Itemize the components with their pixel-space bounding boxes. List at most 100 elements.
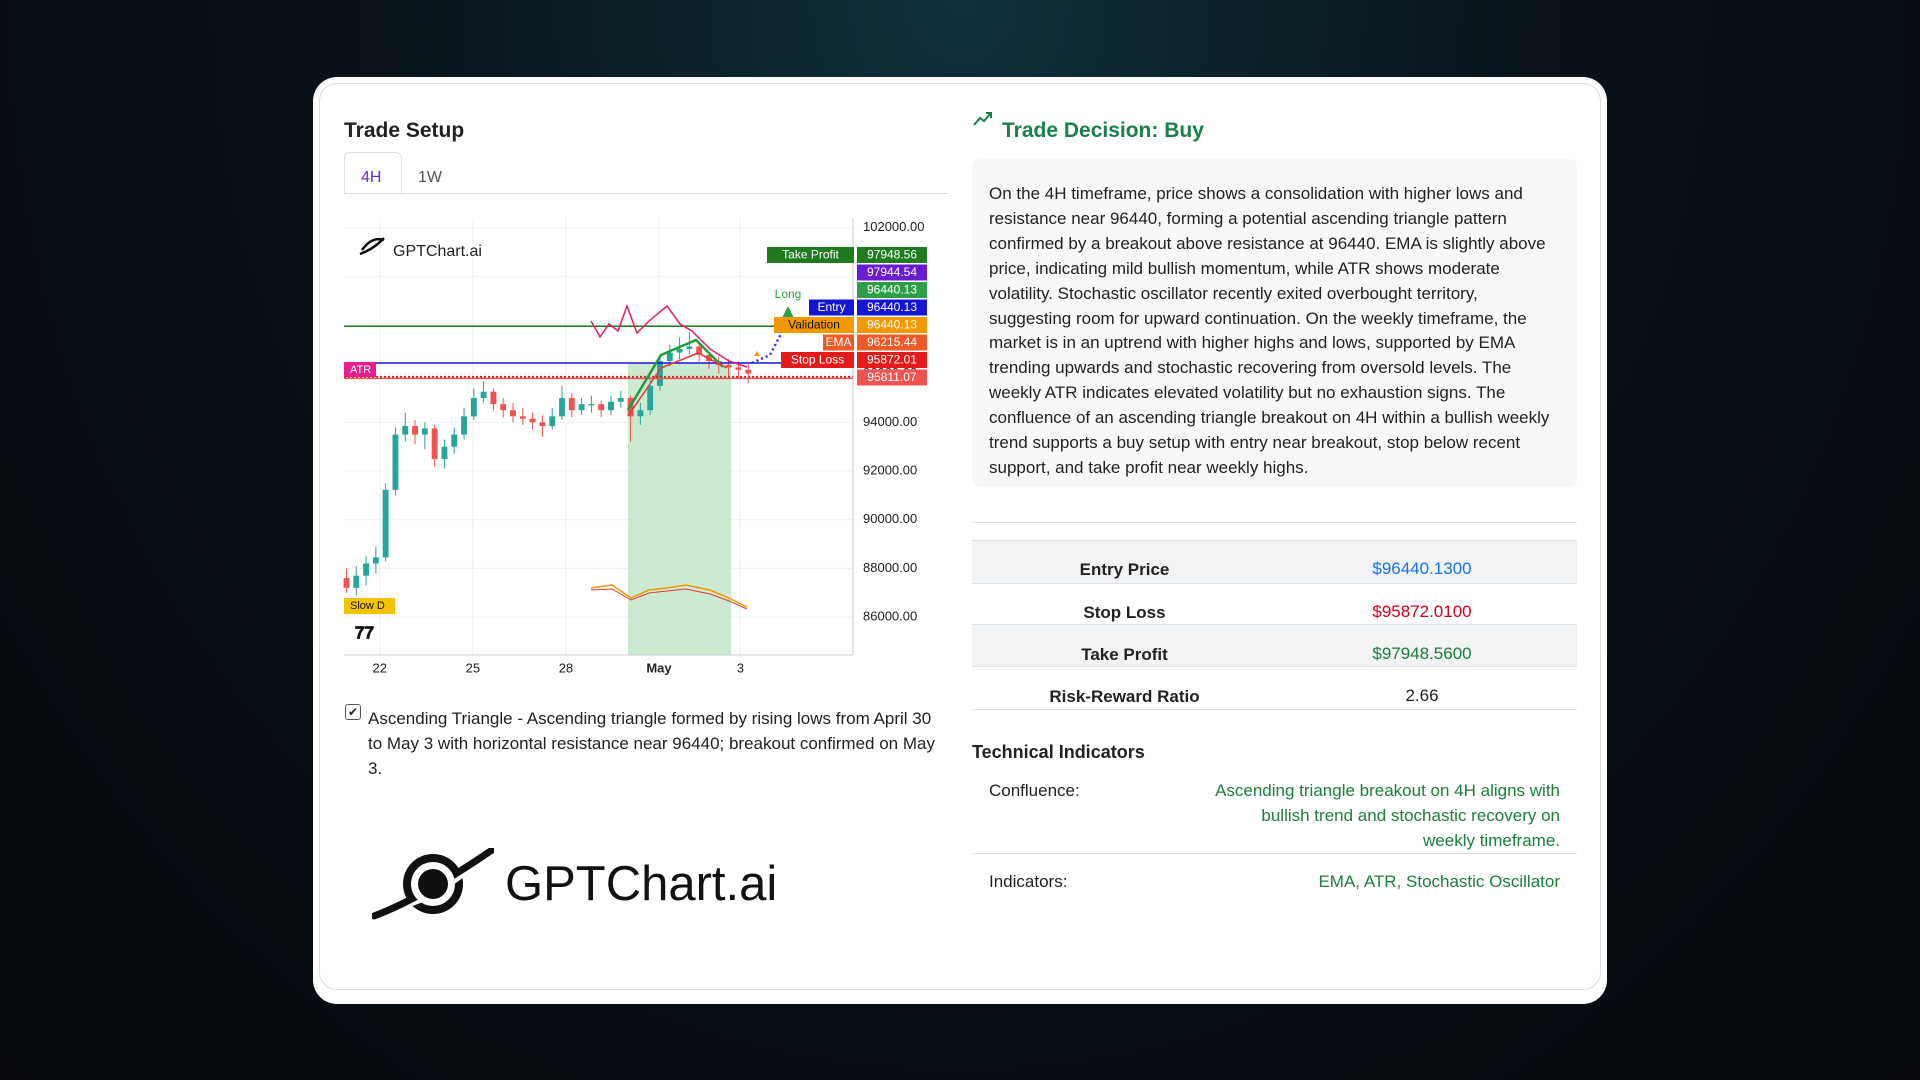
table-row: Take Profit $97948.5600: [972, 624, 1577, 667]
atr-tag: ATR: [350, 364, 371, 376]
candle-body: [441, 446, 448, 460]
candle-body: [559, 398, 565, 417]
candle-body: [382, 489, 389, 558]
candle-body: [647, 385, 654, 411]
y-tick-label: 92000.00: [863, 462, 917, 477]
table-label: Take Profit: [1081, 645, 1168, 664]
tab-underline: [344, 193, 949, 194]
price-tag-bg: [857, 369, 927, 386]
candle-body: [490, 391, 497, 405]
candle-body: [500, 404, 507, 411]
candle-body: [343, 578, 350, 588]
candle-body: [363, 563, 369, 576]
trend-icon: [973, 112, 992, 126]
plot-area: [344, 218, 853, 655]
y-tick-label: 102000.00: [863, 219, 924, 234]
checkbox[interactable]: ✔: [345, 704, 361, 720]
price-tag-name-bg: [774, 317, 854, 333]
atr-tag-bg: [344, 362, 376, 377]
price-tag-bg: [857, 334, 927, 351]
candle-body: [372, 557, 379, 564]
candle-body: [549, 416, 556, 427]
candle-body: [412, 426, 418, 435]
logo-text: GPTChart.ai: [505, 857, 778, 911]
analysis-box: [972, 159, 1577, 487]
candle-body: [480, 391, 487, 399]
price-tag-bg: [857, 299, 927, 316]
price-tag-value: 97944.54: [867, 265, 917, 279]
ema-line: [627, 352, 728, 417]
candle-body: [470, 398, 477, 417]
slowd-tag: Slow D: [350, 600, 385, 612]
candle-body: [451, 434, 458, 447]
x-tick-label: 22: [373, 660, 387, 675]
candle-body: [568, 398, 575, 411]
price-tag-name: Entry: [817, 300, 845, 314]
triangle-line: [626, 338, 724, 411]
price-tag-name-bg: [767, 247, 854, 263]
pattern-text: Ascending Triangle - Ascending triangle …: [368, 709, 935, 778]
table-row: Stop Loss $95872.0100: [972, 583, 1577, 626]
long-arrow: [782, 306, 794, 318]
price-tag-name: Take Profit: [782, 248, 839, 262]
x-tick-label: 28: [559, 660, 573, 675]
tv-logo: 𝟕𝟕: [355, 623, 374, 642]
price-tag-bg: [857, 264, 927, 281]
candle-body: [421, 428, 428, 435]
candle-body: [402, 426, 409, 435]
price-tag-bg: [857, 247, 927, 263]
table-label: Entry Price: [1079, 560, 1170, 579]
candle-body: [353, 575, 360, 588]
candle-body: [725, 364, 732, 368]
table-label: Stop Loss: [1083, 603, 1166, 622]
price-tag-name: Validation: [788, 318, 840, 332]
candle-body: [617, 398, 624, 402]
tab[interactable]: 4H: [361, 169, 382, 186]
table-value: $96440.1300: [1372, 559, 1472, 578]
candle-body: [676, 348, 683, 353]
candle-body: [510, 410, 516, 417]
indicator-value: Ascending triangle breakout on 4H aligns…: [1215, 781, 1560, 850]
price-tag-bg: [857, 352, 927, 368]
candle-body: [735, 367, 742, 370]
candle-body: [519, 416, 526, 419]
price-tag-value: 95872.01: [867, 353, 917, 367]
candle-body: [461, 416, 467, 435]
analysis-text: On the 4H timeframe, price shows a conso…: [989, 184, 1550, 477]
marks: [343, 325, 853, 596]
grid: [344, 218, 853, 655]
price-tag-value: 96440.13: [867, 300, 917, 314]
price-tag-value: 95811.07: [867, 370, 916, 384]
table-row: Risk-Reward Ratio 2.66: [972, 666, 1577, 710]
price-tag-name: Stop Loss: [791, 353, 844, 367]
candle-body: [745, 369, 752, 374]
price-tag-bg: [857, 317, 927, 333]
candle-body: [637, 410, 644, 417]
y-tick-label: 88000.00: [863, 560, 917, 575]
tab[interactable]: 1W: [418, 169, 442, 186]
candle-body: [578, 404, 585, 411]
price-tag-value: 97948.56: [867, 248, 917, 262]
candle-body: [598, 404, 605, 411]
indicator-label: Indicators:: [989, 872, 1068, 891]
table-label: Risk-Reward Ratio: [1049, 687, 1200, 706]
y-tick-label: 90000.00: [863, 511, 917, 526]
x-tick-label: May: [646, 660, 672, 675]
validation-arrow: [754, 351, 760, 356]
candle-body: [539, 422, 546, 427]
price-tag-name: EMA: [825, 335, 851, 349]
candle-body: [686, 346, 693, 349]
price-tag-value: 96215.44: [867, 335, 917, 349]
separator: [972, 853, 1577, 854]
annotation: Long: [775, 287, 802, 301]
candle-body: [608, 401, 614, 411]
watermark-text: GPTChart.ai: [393, 243, 482, 260]
table-value: $95872.0100: [1372, 602, 1472, 621]
card-border: [319, 83, 1601, 990]
fast-d-line: [590, 588, 748, 610]
x-tick-label: 25: [466, 660, 480, 675]
section-title: Trade Setup: [344, 119, 465, 142]
price-tag-bg: [857, 282, 927, 298]
